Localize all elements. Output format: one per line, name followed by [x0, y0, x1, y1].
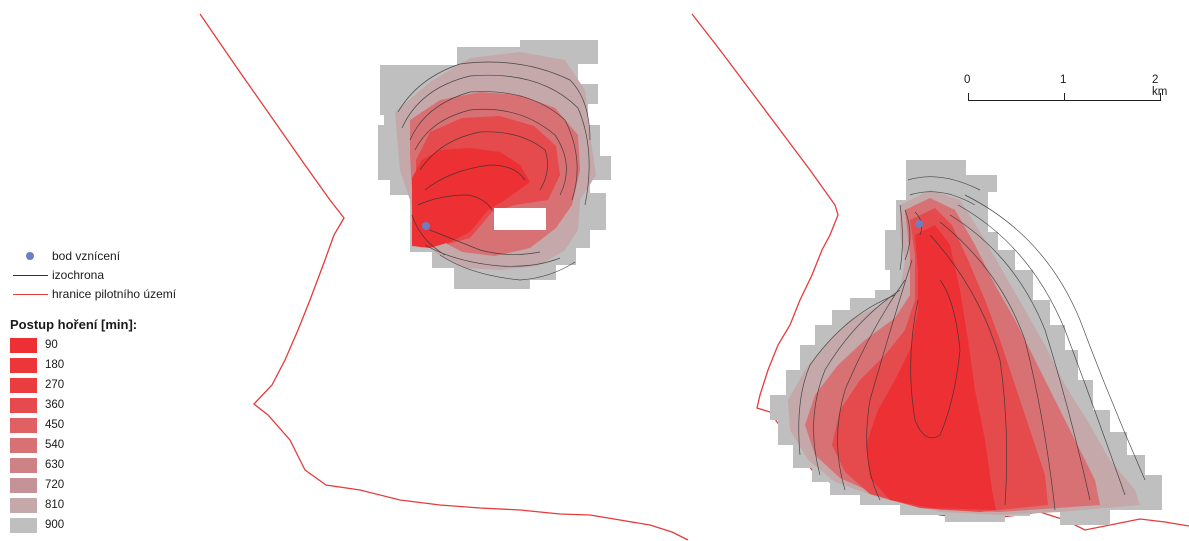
scale-tick-1 [1064, 93, 1065, 101]
legend-class-list: 90 180 270 360 450 540 630 720 810 900 [8, 335, 176, 535]
legend-class-row: 900 [8, 515, 176, 535]
isochrone-line [13, 274, 48, 276]
scale-tick-2 [1160, 93, 1161, 101]
legend-class-row: 540 [8, 435, 176, 455]
legend-class-row: 360 [8, 395, 176, 415]
legend-class-swatch [10, 337, 37, 353]
legend-class-row: 810 [8, 495, 176, 515]
legend-class-label: 900 [45, 519, 65, 531]
isochrone-line-icon [8, 268, 48, 282]
map-legend: bod vznícení izochrona hranice pilotního… [8, 246, 176, 535]
boundary-line [13, 293, 48, 295]
isochrones-right [798, 176, 1146, 511]
legend-class-swatch [10, 477, 37, 493]
legend-class-label: 90 [45, 339, 58, 351]
legend-classes-title: Postup hoření [min]: [10, 317, 138, 332]
legend-class-swatch [10, 377, 37, 393]
legend-class-row: 720 [8, 475, 176, 495]
legend-class-row: 270 [8, 375, 176, 395]
legend-class-swatch [10, 357, 37, 373]
scale-label-2: 2 km [1152, 74, 1168, 98]
fire-area-right [770, 160, 1162, 525]
scale-label-0: 0 [964, 74, 971, 86]
legend-ignition-label: bod vznícení [52, 248, 121, 263]
fire-area-left [378, 40, 611, 289]
legend-class-label: 720 [45, 479, 65, 491]
boundary-line-icon [8, 287, 48, 301]
legend-class-label: 540 [45, 439, 65, 451]
legend-class-label: 450 [45, 419, 65, 431]
isochrones-left [397, 61, 591, 281]
legend-class-swatch [10, 437, 37, 453]
scale-tick-0 [968, 93, 969, 101]
legend-class-swatch [10, 497, 37, 513]
scale-label-1: 1 [1060, 74, 1067, 86]
legend-class-swatch [10, 517, 37, 533]
legend-class-swatch [10, 417, 37, 433]
legend-boundary-label: hranice pilotního území [52, 286, 177, 301]
legend-class-swatch [10, 457, 37, 473]
boundary-left [199, 13, 689, 541]
legend-class-swatch [10, 397, 37, 413]
legend-class-label: 630 [45, 459, 65, 471]
ignition-point-right [915, 220, 923, 228]
legend-class-label: 180 [45, 359, 65, 371]
legend-class-label: 270 [45, 379, 65, 391]
legend-class-label: 360 [45, 399, 65, 411]
ignition-dot [26, 251, 34, 260]
legend-class-row: 450 [8, 415, 176, 435]
ignition-point-left [422, 222, 430, 230]
legend-class-row: 630 [8, 455, 176, 475]
legend-class-row: 90 [8, 335, 176, 355]
legend-class-row: 180 [8, 355, 176, 375]
legend-isochrone-label: izochrona [52, 267, 105, 282]
legend-boundary: hranice pilotního území [8, 284, 176, 303]
scale-bar: 0 1 2 km [957, 74, 1172, 114]
legend-ignition: bod vznícení [8, 246, 176, 265]
legend-isochrone: izochrona [8, 265, 176, 284]
ignition-point-icon [8, 249, 48, 263]
legend-class-label: 810 [45, 499, 65, 511]
